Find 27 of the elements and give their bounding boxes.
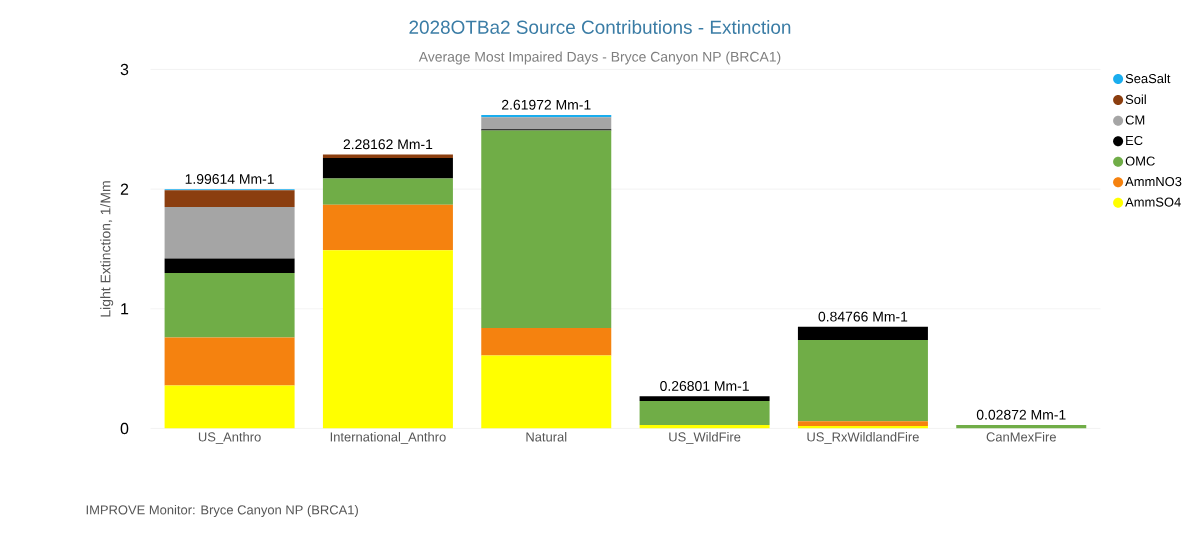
x-tick-label: Natural	[526, 432, 567, 442]
chart-title: 2028OTBa2 Source Contributions - Extinction	[409, 20, 791, 34]
legend-label: EC	[1126, 135, 1143, 146]
legend-label: AmmNO3	[1125, 176, 1182, 187]
y-tick-label: 0	[120, 422, 129, 435]
total-label: 2.61972 Mm-1	[502, 99, 591, 110]
x-tick-label: International_Anthro	[330, 432, 446, 444]
total-label: 0.84766 Mm-1	[818, 311, 908, 322]
x-tick-label: US_Anthro	[198, 432, 261, 444]
legend-label: OMC	[1125, 156, 1155, 166]
total-label: 0.26801 Mm-1	[660, 381, 749, 391]
total-label: 2.28162 Mm-1	[343, 139, 433, 150]
total-label: 0.02872 Mm-1	[976, 409, 1066, 420]
x-tick-label: US_WildFire	[669, 432, 741, 444]
x-tick-label: US_RxWildlandFire	[807, 432, 919, 444]
legend-label: AmmSO4	[1125, 197, 1181, 207]
legend-label: Soil	[1125, 94, 1146, 105]
y-tick-label: 2	[120, 183, 129, 195]
y-axis-title: Light Extinction, 1/Mm	[100, 181, 114, 317]
chart-subtitle: Average Most Impaired Days - Bryce Canyon NP (BRCA1)	[418, 51, 781, 65]
y-tick-label: 3	[120, 63, 129, 76]
text: IMPROVE Monitor: Bryce Canyon NP (BRCA1)	[86, 504, 358, 518]
legend-label: CM	[1125, 115, 1145, 125]
total-label: 1.99614 Mm-1	[185, 174, 274, 184]
y-tick-label: 1	[121, 303, 129, 315]
legend-label: SeaSalt	[1125, 73, 1171, 84]
x-tick-label: CanMexFire	[986, 432, 1056, 442]
